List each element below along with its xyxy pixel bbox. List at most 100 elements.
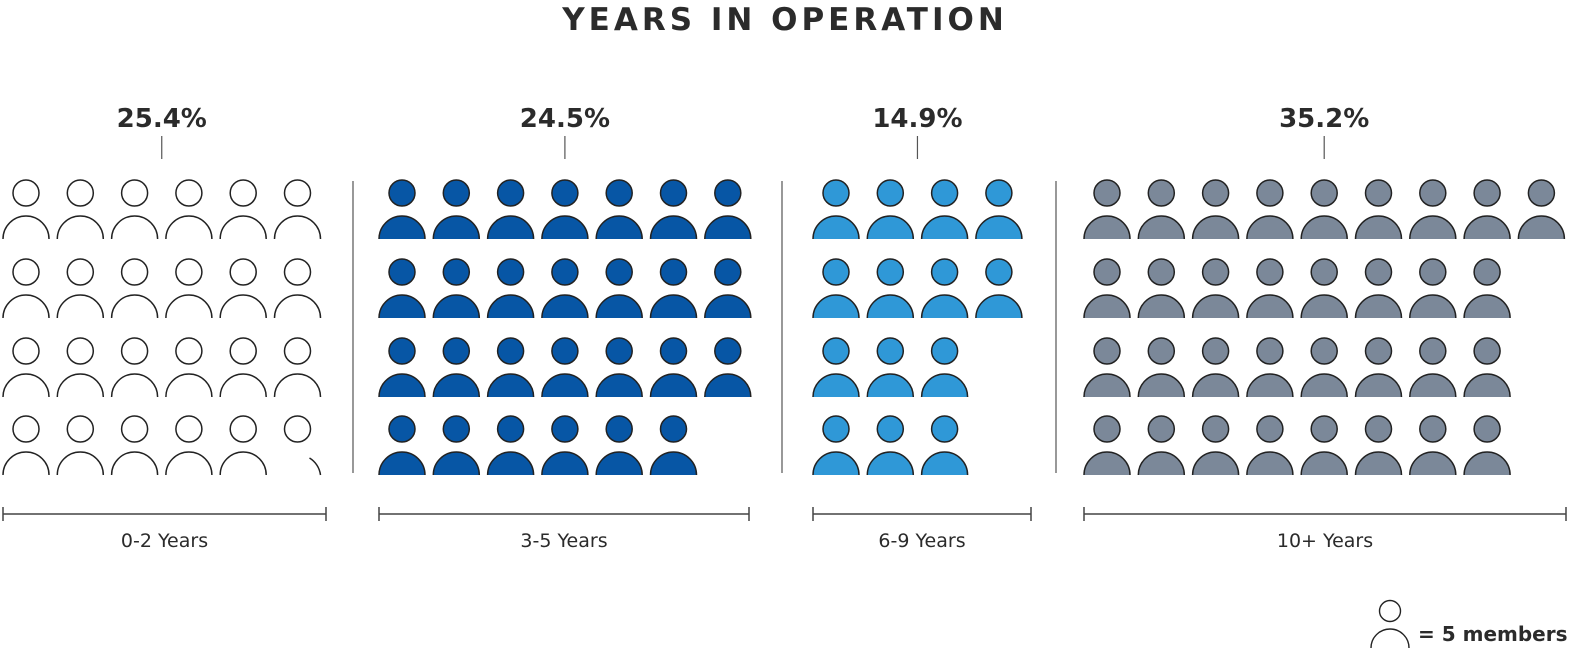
person-body — [1246, 215, 1294, 240]
person-head — [283, 179, 312, 207]
person-body — [2, 451, 50, 476]
person-body — [704, 294, 752, 319]
person-head — [1364, 415, 1393, 443]
person-head — [1147, 415, 1176, 443]
person-icon — [541, 258, 589, 319]
person-head — [496, 337, 525, 365]
person-head — [1147, 337, 1176, 365]
percent-label: 14.9% — [872, 104, 962, 134]
person-body — [1246, 451, 1294, 476]
person-head — [1419, 179, 1447, 207]
person-head — [442, 415, 471, 443]
person-head — [120, 415, 149, 443]
person-head — [442, 179, 471, 207]
person-body — [541, 373, 589, 398]
person-head — [1147, 179, 1176, 207]
person-head — [66, 415, 95, 443]
person-head — [605, 337, 633, 365]
legend-person-head — [1378, 599, 1402, 623]
person-icon — [649, 415, 698, 476]
person-icon — [486, 337, 535, 398]
person-icon — [1354, 179, 1403, 240]
person-body — [1409, 451, 1457, 476]
person-body — [1083, 451, 1131, 476]
person-body — [432, 451, 481, 476]
person-head — [496, 179, 525, 207]
person-body — [1463, 373, 1511, 398]
person-icon — [1137, 258, 1186, 319]
person-icon — [1463, 258, 1511, 319]
person-icon — [1409, 415, 1457, 476]
person-body — [2, 294, 50, 319]
person-icon — [1300, 258, 1348, 319]
person-head — [1201, 415, 1230, 443]
person-icon — [110, 258, 159, 319]
person-body — [273, 373, 322, 398]
person-icon — [1191, 258, 1240, 319]
person-head — [1310, 337, 1338, 365]
person-body — [704, 373, 752, 398]
person-body — [486, 294, 535, 319]
person-body — [1300, 451, 1348, 476]
person-icon — [1409, 337, 1457, 398]
person-body — [486, 451, 535, 476]
person-icon — [1083, 415, 1131, 476]
person-icon — [1246, 179, 1294, 240]
person-body — [1463, 451, 1511, 476]
person-head — [1256, 179, 1284, 207]
person-body — [975, 215, 1023, 240]
person-icon — [1409, 179, 1457, 240]
person-head — [388, 258, 416, 286]
legend-person — [1370, 599, 1410, 649]
person-body — [165, 215, 213, 240]
person-body — [2, 215, 50, 240]
category-group: 35.2% 10+ Years — [1083, 104, 1567, 552]
person-head — [175, 415, 203, 443]
person-icon — [866, 337, 915, 398]
person-icon — [219, 415, 267, 476]
person-icon — [110, 179, 159, 240]
person-body — [273, 294, 322, 319]
person-head — [1201, 179, 1230, 207]
person-head — [1256, 415, 1284, 443]
person-head — [283, 258, 312, 286]
person-body — [595, 294, 643, 319]
person-body — [920, 215, 969, 240]
person-head — [1310, 258, 1338, 286]
person-icon — [2, 258, 50, 319]
person-head — [551, 337, 579, 365]
person-icon — [1246, 258, 1294, 319]
category-group: 25.4% 0-2 Years — [2, 104, 327, 552]
person-body — [1354, 215, 1403, 240]
person-head — [442, 258, 471, 286]
person-icon — [1191, 337, 1240, 398]
person-icon — [273, 337, 322, 398]
person-body — [1354, 294, 1403, 319]
person-body — [1409, 294, 1457, 319]
person-head — [714, 337, 742, 365]
category-label: 10+ Years — [1277, 530, 1373, 552]
person-icon — [541, 179, 589, 240]
person-head — [1310, 179, 1338, 207]
person-head — [229, 337, 257, 365]
person-icon — [595, 415, 643, 476]
person-head — [1201, 258, 1230, 286]
category-group: 24.5% 3-5 Years — [378, 104, 752, 552]
person-head — [12, 179, 40, 207]
person-icon — [541, 415, 589, 476]
legend-person-icon — [1370, 599, 1410, 649]
person-icon — [486, 258, 535, 319]
person-icon — [283, 415, 322, 476]
person-icon — [649, 337, 698, 398]
person-head — [1473, 179, 1501, 207]
person-head — [229, 258, 257, 286]
person-head — [1364, 179, 1393, 207]
person-head — [12, 258, 40, 286]
person-body — [219, 373, 267, 398]
person-head — [1527, 179, 1556, 207]
person-body — [110, 215, 159, 240]
person-icon — [920, 258, 969, 319]
person-icon — [812, 179, 860, 240]
person-body — [812, 451, 860, 476]
person-body — [1137, 215, 1186, 240]
